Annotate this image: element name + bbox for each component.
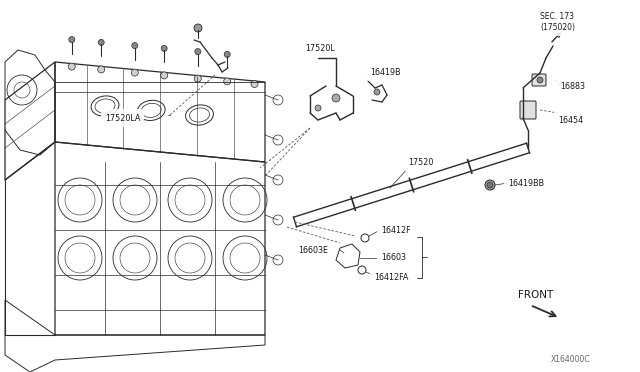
Text: 16412F: 16412F [381, 225, 411, 234]
FancyBboxPatch shape [532, 74, 546, 86]
Text: SEC. 173
(175020): SEC. 173 (175020) [540, 12, 575, 32]
Circle shape [98, 39, 104, 45]
Circle shape [251, 80, 258, 87]
Circle shape [161, 45, 167, 51]
Circle shape [132, 43, 138, 49]
Text: 17520L: 17520L [305, 44, 335, 52]
Text: 16412FA: 16412FA [374, 273, 408, 282]
Text: 16603: 16603 [381, 253, 406, 263]
Text: FRONT: FRONT [518, 290, 553, 300]
Circle shape [485, 180, 495, 190]
Circle shape [537, 77, 543, 83]
Circle shape [374, 89, 380, 95]
Circle shape [195, 49, 201, 55]
Text: X164000C: X164000C [550, 356, 590, 365]
Text: 17520LA: 17520LA [105, 113, 140, 122]
Text: 16883: 16883 [560, 81, 585, 90]
Text: 16603E: 16603E [298, 246, 328, 254]
Circle shape [68, 63, 76, 70]
Text: 16454: 16454 [558, 115, 583, 125]
Circle shape [69, 36, 75, 43]
Circle shape [224, 51, 230, 57]
Circle shape [224, 78, 230, 85]
Text: 16419B: 16419B [370, 67, 401, 77]
Circle shape [195, 75, 202, 82]
FancyBboxPatch shape [520, 101, 536, 119]
Circle shape [161, 72, 168, 79]
Text: 17520: 17520 [408, 157, 433, 167]
Circle shape [131, 69, 138, 76]
Circle shape [315, 105, 321, 111]
Circle shape [98, 66, 105, 73]
Circle shape [194, 24, 202, 32]
Text: 16419BB: 16419BB [508, 179, 544, 187]
Circle shape [332, 94, 340, 102]
Circle shape [487, 182, 493, 188]
